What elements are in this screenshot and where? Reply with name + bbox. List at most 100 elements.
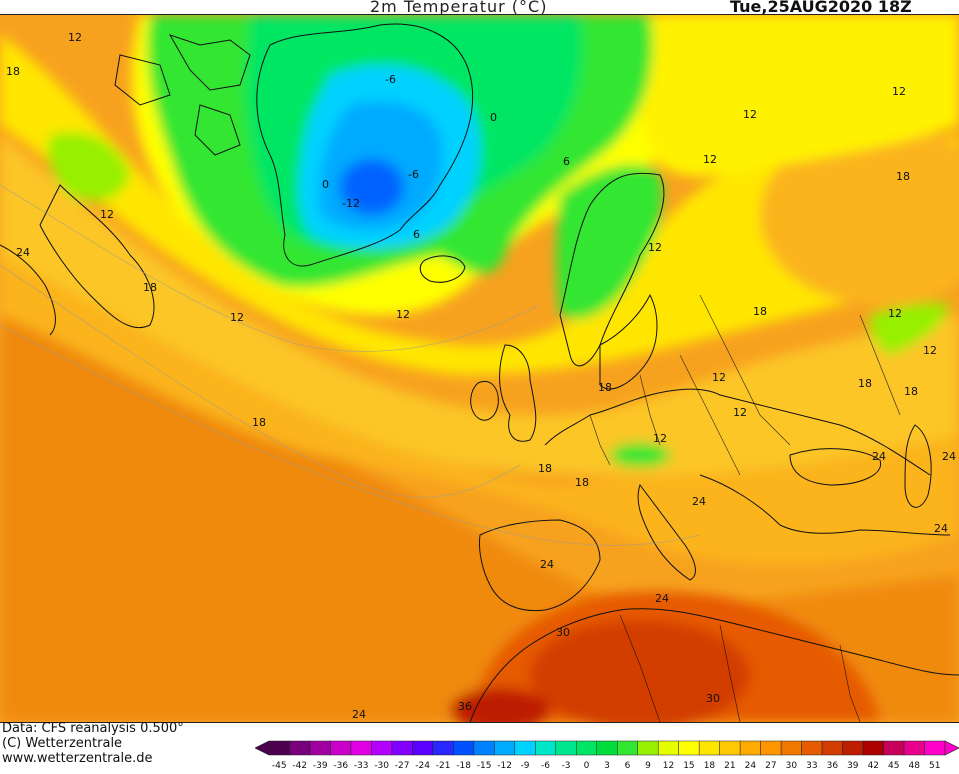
iberia-coast	[479, 519, 601, 612]
field-neg12	[340, 159, 404, 215]
isotherms	[0, 184, 701, 546]
africa-coast	[469, 608, 959, 722]
label-greenland-west: 0	[322, 178, 329, 191]
temperature-map[interactable]: 12 18 -6 0 6 -12 0 -6 6 12 24 18 12 12 1…	[0, 14, 959, 723]
britain-coast	[499, 344, 537, 442]
field-urals	[869, 303, 950, 355]
label-cape-verde: 24	[352, 708, 366, 721]
legend-tick-label: -12	[497, 761, 512, 770]
legend-swatch	[883, 740, 905, 756]
legend-swatch	[801, 740, 823, 756]
legend-swatch	[555, 740, 577, 756]
legend-swatch	[903, 740, 925, 756]
legend-swatch	[637, 740, 659, 756]
legend-tick-label: 0	[584, 761, 590, 770]
field-russia-18	[760, 125, 959, 305]
legend-tick-label: 39	[847, 761, 859, 770]
us-coast	[0, 244, 56, 336]
legend-swatch	[289, 740, 311, 756]
temperature-field	[0, 15, 959, 722]
legend-tick-label: 12	[663, 761, 674, 770]
field-36	[450, 688, 550, 722]
label-iran: 24	[934, 522, 948, 535]
legend-tick-label: 15	[683, 761, 694, 770]
field-alps	[610, 443, 670, 467]
coastlines	[0, 23, 959, 722]
label-russia-west: 18	[753, 305, 767, 318]
label-iberia: 24	[540, 558, 554, 571]
legend-tick-label: -27	[395, 761, 410, 770]
label-newfoundland: 18	[143, 281, 157, 294]
legend-swatch	[698, 740, 720, 756]
border-russia	[699, 294, 791, 446]
legend-swatch	[494, 740, 516, 756]
website-link[interactable]: www.wetterzentrale.de	[2, 751, 153, 766]
label-greenland-north: -6	[385, 73, 396, 86]
label-biscay: 18	[538, 462, 552, 475]
field-18	[0, 135, 959, 475]
legend-swatch	[391, 740, 413, 756]
label-mid-atlantic: 18	[252, 416, 266, 429]
labrador-coast	[39, 184, 155, 329]
legend-tick-label: -21	[436, 761, 451, 770]
legend-swatch	[309, 740, 331, 756]
legend-swatch	[842, 740, 864, 756]
border-de-pl	[639, 374, 661, 446]
legend-arrow-left	[254, 740, 270, 756]
balkan-coast	[699, 474, 951, 536]
map-canvas: 12 18 -6 0 6 -12 0 -6 6 12 24 18 12 12 1…	[0, 15, 959, 722]
legend-tick-label: 6	[625, 761, 631, 770]
legend-swatch	[371, 740, 393, 756]
legend-tick-label: 33	[806, 761, 817, 770]
legend-tick-label: -30	[374, 761, 389, 770]
black-sea	[789, 448, 882, 486]
legend-swatch	[268, 740, 290, 756]
label-north-atlantic-e: 12	[396, 308, 410, 321]
label-ne-russia: 12	[892, 85, 906, 98]
label-caspian-north: 18	[858, 377, 872, 390]
legend-tick-label: 45	[888, 761, 899, 770]
legend-tick-label: -39	[313, 761, 328, 770]
label-france: 18	[575, 476, 589, 489]
label-labrador: 12	[100, 208, 114, 221]
legend-swatch	[924, 740, 946, 756]
label-algeria: 30	[556, 626, 570, 639]
label-greenland-se: -6	[408, 168, 419, 181]
legend-tick-label: 21	[724, 761, 735, 770]
legend-tick-label: -18	[456, 761, 471, 770]
label-italy: 24	[692, 495, 706, 508]
legend-bar: -45 -42 -39 -36 -33 -30 -27 -24 -21 -18 -15 -12 -9 -6…	[254, 740, 959, 771]
label-germany: 12	[733, 406, 747, 419]
label-us-coast: 24	[16, 246, 30, 259]
border-mena	[619, 614, 661, 722]
legend-tick-label: 18	[704, 761, 716, 770]
label-caspian: 24	[942, 450, 956, 463]
borders	[589, 294, 901, 722]
copyright: (C) Wetterzentrale	[2, 736, 123, 751]
legend-swatch	[862, 740, 884, 756]
legend-tick-label: 30	[786, 761, 798, 770]
legend-tick-label: -33	[354, 761, 369, 770]
label-finland: 12	[648, 241, 662, 254]
label-libya: 30	[706, 692, 720, 705]
legend-swatch	[432, 740, 454, 756]
field-canada-green	[48, 132, 130, 201]
legend-swatch	[350, 740, 372, 756]
data-source: Data: CFS reanalysis 0.500°	[2, 721, 184, 736]
legend-tick-label: 51	[929, 761, 940, 770]
legend-swatch	[719, 740, 741, 756]
legend-tick-label: 36	[827, 761, 839, 770]
legend-arrow-right	[944, 740, 959, 756]
credits: Data: CFS reanalysis 0.500° (C) Wetterze…	[2, 721, 184, 766]
label-greenland-center: -12	[342, 197, 360, 210]
valid-time: Tue,25AUG2020 18Z	[730, 0, 912, 16]
legend-tick-label: -45	[272, 761, 287, 770]
legend-tick-label: -36	[333, 761, 348, 770]
isotherm-18	[0, 264, 521, 498]
label-baltic: 12	[712, 371, 726, 384]
legend-tick-label: -42	[292, 761, 307, 770]
label-north-sea: 18	[598, 381, 612, 394]
label-turkey: 24	[872, 450, 886, 463]
label-caspian-east: 18	[904, 385, 918, 398]
border-mena3	[839, 644, 861, 722]
